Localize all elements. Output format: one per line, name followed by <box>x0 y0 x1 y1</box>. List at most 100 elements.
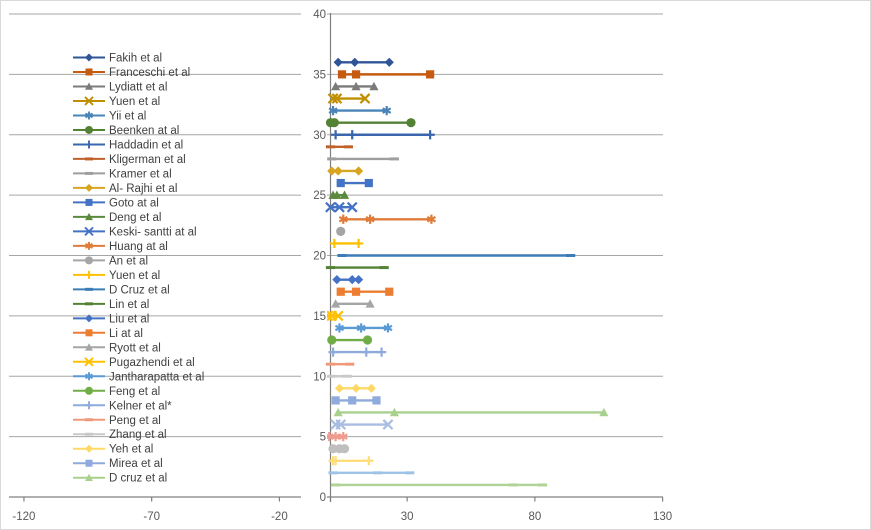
legend-plus-marker[interactable] <box>85 270 93 279</box>
series-lin-et-al[interactable] <box>325 266 389 270</box>
plus-marker[interactable] <box>376 347 387 357</box>
legend-diamond-marker[interactable] <box>85 444 93 453</box>
x-marker[interactable] <box>382 419 394 430</box>
legend-dash-marker[interactable] <box>85 418 93 422</box>
square-marker[interactable] <box>348 396 357 405</box>
legend-dash-marker[interactable] <box>85 302 93 306</box>
dash-marker[interactable] <box>405 471 415 475</box>
dash-marker[interactable] <box>325 145 336 149</box>
legend-dash-marker[interactable] <box>85 432 93 436</box>
legend-plus-marker[interactable] <box>85 401 93 410</box>
series-an-et-al[interactable] <box>336 226 346 236</box>
plus-marker[interactable] <box>331 130 341 140</box>
legend-square-marker[interactable] <box>85 329 93 337</box>
legend-item-yuen-et-al[interactable]: Yuen et al <box>73 270 160 282</box>
square-marker[interactable] <box>426 70 435 79</box>
legend-item-ryott-et-al[interactable]: Ryott et al <box>73 342 161 354</box>
series-deng-et-al[interactable] <box>328 190 350 199</box>
plus-marker[interactable] <box>329 238 339 249</box>
legend-item-kelner-et-al[interactable]: Kelner et al* <box>73 400 172 412</box>
series-al-rajhi-et-al[interactable] <box>327 166 364 176</box>
square-marker[interactable] <box>337 70 347 79</box>
plus-marker[interactable] <box>361 347 371 357</box>
legend-item-d-cruz-et-al[interactable]: D Cruz et al <box>73 284 170 296</box>
triangle-marker[interactable] <box>365 299 375 308</box>
legend-item-yuen-et-al[interactable]: Yuen et al <box>73 96 160 108</box>
diamond-marker[interactable] <box>351 383 361 393</box>
asterisk-marker[interactable] <box>365 214 375 224</box>
circle-marker[interactable] <box>328 444 338 454</box>
series-keski-santti-at-al[interactable] <box>325 201 358 213</box>
series-kramer-et-al[interactable] <box>327 157 399 161</box>
asterisk-marker[interactable] <box>356 323 366 333</box>
x-marker[interactable] <box>346 201 358 213</box>
legend-square-marker[interactable] <box>85 68 93 76</box>
diamond-marker[interactable] <box>333 166 343 176</box>
square-marker[interactable] <box>364 178 373 188</box>
triangle-marker[interactable] <box>599 407 609 417</box>
legend-item-zhang-et-al[interactable]: Zhang et al <box>73 429 167 441</box>
series-li-at-al[interactable] <box>336 287 394 296</box>
diamond-marker[interactable] <box>333 57 343 67</box>
legend-asterisk-marker[interactable] <box>85 372 93 381</box>
legend-circle-marker[interactable] <box>85 256 93 265</box>
series-yii-et-al[interactable] <box>328 106 392 116</box>
series-kligerman-et-al[interactable] <box>325 145 353 149</box>
asterisk-marker[interactable] <box>328 106 338 116</box>
legend-asterisk-marker[interactable] <box>85 241 93 250</box>
circle-marker[interactable] <box>327 335 337 345</box>
square-marker[interactable] <box>351 287 361 296</box>
triangle-marker[interactable] <box>339 190 350 199</box>
x-marker[interactable] <box>331 93 343 104</box>
legend-plus-marker[interactable] <box>85 140 93 149</box>
plus-marker[interactable] <box>331 456 341 466</box>
diamond-marker[interactable] <box>366 383 376 393</box>
legend-item-yii-et-al[interactable]: Yii et al <box>73 110 146 122</box>
legend-item-li-at-al[interactable]: Li at al <box>73 328 143 340</box>
series-unlabeled-33[interactable] <box>328 444 350 454</box>
circle-marker[interactable] <box>336 226 346 236</box>
square-marker[interactable] <box>351 70 361 79</box>
asterisk-marker[interactable] <box>338 214 348 224</box>
series-unlabeled-31[interactable] <box>330 419 394 430</box>
triangle-marker[interactable] <box>331 81 341 91</box>
diamond-marker[interactable] <box>354 275 364 285</box>
dash-marker[interactable] <box>537 483 548 487</box>
series-mirea-et-al[interactable] <box>331 396 381 405</box>
square-marker[interactable] <box>385 287 394 296</box>
circle-marker[interactable] <box>329 118 339 128</box>
dash-marker[interactable] <box>566 254 576 257</box>
legend-item-huang-at-al[interactable]: Huang at al <box>73 241 168 253</box>
legend-diamond-marker[interactable] <box>85 183 93 192</box>
dash-marker[interactable] <box>328 471 338 475</box>
dash-marker[interactable] <box>331 483 341 487</box>
dash-marker[interactable] <box>343 145 353 149</box>
legend-triangle-marker[interactable] <box>85 343 93 351</box>
legend-item-mirea-et-al[interactable]: Mirea et al <box>73 458 163 470</box>
legend-dash-marker[interactable] <box>85 157 93 161</box>
plus-marker[interactable] <box>425 130 435 140</box>
legend-item-peng-et-al[interactable]: Peng et al <box>73 415 161 427</box>
series-feng-et-al[interactable] <box>327 335 373 345</box>
diamond-marker[interactable] <box>327 166 337 176</box>
legend-item-deng-et-al[interactable]: Deng et al <box>73 212 161 224</box>
square-marker[interactable] <box>331 396 340 405</box>
x-marker[interactable] <box>325 201 336 213</box>
dash-marker[interactable] <box>325 362 336 366</box>
legend-diamond-marker[interactable] <box>85 53 93 62</box>
dash-marker[interactable] <box>342 374 352 378</box>
dash-marker[interactable] <box>373 471 383 475</box>
legend-item-pugazhendi-et-al[interactable]: Pugazhendi et al <box>73 357 195 369</box>
dash-marker[interactable] <box>325 374 336 378</box>
legend-diamond-marker[interactable] <box>85 314 93 323</box>
plus-marker[interactable] <box>354 238 364 249</box>
x-marker[interactable] <box>332 310 344 322</box>
legend-square-marker[interactable] <box>85 459 93 467</box>
series-goto-at-al[interactable] <box>336 178 373 188</box>
x-marker[interactable] <box>335 419 347 430</box>
series-yeh-et-al[interactable] <box>334 383 376 393</box>
diamond-marker[interactable] <box>347 275 357 285</box>
diamond-marker[interactable] <box>334 383 345 393</box>
series-unlabeled-35[interactable] <box>328 471 415 475</box>
legend-item-beenken-at-al[interactable]: Beenken at al <box>73 125 179 137</box>
